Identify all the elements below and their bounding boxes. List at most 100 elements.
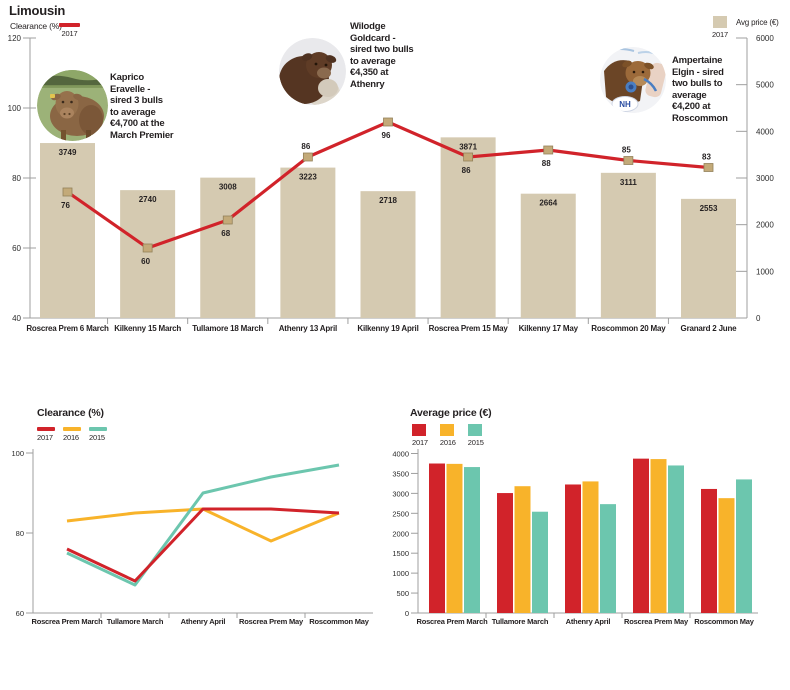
clearance-label: 86 — [301, 142, 310, 151]
main-category-label: Athenry 13 April — [279, 324, 337, 333]
price-chart-legend: 2017 2016 2015 — [412, 424, 484, 447]
yellow-line-swatch — [63, 427, 81, 431]
main-category-label: Roscrea Prem 15 May — [429, 324, 509, 333]
annotation-wilodge — [279, 38, 346, 105]
clearance-label: 85 — [622, 146, 631, 155]
price-bar-2017 — [429, 463, 445, 613]
avg-price-label: 3223 — [299, 173, 317, 182]
avg-price-bar — [120, 190, 176, 318]
main-category-label: Tullamore 18 March — [192, 324, 263, 333]
clearance-category-label: Tullamore March — [107, 617, 164, 626]
clearance-category-label: Athenry April — [181, 617, 226, 626]
clearance-y-tick-label: 80 — [16, 529, 24, 538]
ampertaine-bull-photo: NH — [600, 47, 666, 113]
price-bar-2017 — [701, 488, 717, 613]
nh-badge — [611, 96, 639, 112]
price-category-label: Tullamore March — [492, 617, 549, 626]
clearance-chart-title: Clearance (%) — [37, 407, 104, 419]
teal-line-swatch — [89, 427, 107, 431]
price-bar-2017 — [565, 484, 581, 613]
ear-tag — [50, 94, 55, 98]
clearance-chart-legend: 2017 2016 2015 — [37, 427, 107, 442]
kaprico-bull-photo — [37, 70, 108, 141]
price-bar-2015 — [464, 467, 480, 613]
avg-price-bar — [440, 137, 496, 318]
right-axis-tick-label: 1000 — [756, 267, 774, 276]
clearance-label: 60 — [141, 257, 150, 266]
clearance-2017-swatch — [59, 23, 80, 27]
annotation-line: average — [672, 89, 707, 101]
avg-price-bar — [200, 177, 256, 318]
clearance-marker — [623, 156, 634, 165]
price-y-tick-label: 3000 — [392, 489, 409, 498]
price-y-tick-label: 2500 — [392, 509, 409, 518]
price-category-label: Roscrea Prem May — [624, 617, 689, 626]
annotation-kaprico — [37, 70, 108, 141]
clearance-2017-year: 2017 — [61, 29, 78, 38]
price-bar-2016 — [582, 481, 599, 613]
right-axis-tick-label: 0 — [756, 314, 761, 323]
clearance-label: 88 — [542, 159, 551, 168]
left-axis-tick-label: 100 — [8, 104, 22, 113]
avg-price-label: 2553 — [700, 204, 718, 213]
clearance-marker — [222, 215, 233, 225]
annotation-line: two bulls to — [672, 78, 723, 89]
annotation-line: Ampertaine — [672, 55, 723, 66]
annotation-line: Elgin - sired — [672, 66, 724, 78]
treeline — [37, 75, 108, 86]
clearance-y-tick-label: 100 — [11, 449, 24, 458]
clearance-line-2016 — [66, 507, 340, 543]
yellow-bar-swatch — [439, 424, 454, 436]
avg-price-bar — [520, 193, 576, 318]
main-right-legend: 2017 — [711, 16, 729, 39]
price-bar-2016 — [650, 459, 667, 613]
annotation-line: €4,350 at — [350, 67, 389, 78]
right-axis-tick-label: 4000 — [756, 127, 774, 136]
legend-item-2015: 2015 — [467, 424, 484, 447]
main-category-label: Kilkenny 15 March — [114, 324, 181, 333]
clearance-marker — [142, 243, 153, 253]
legend-item-2015: 2015 — [89, 427, 107, 442]
right-axis-title: Avg price (€) — [736, 18, 779, 27]
avg-price-label: 3749 — [59, 148, 77, 157]
avg-price-bar — [280, 167, 336, 318]
price-chart-title: Average price (€) — [410, 407, 492, 419]
avg-price-label: 2664 — [539, 199, 557, 208]
avg-price-bar — [600, 172, 656, 318]
halter-rope — [643, 77, 658, 92]
annotation-ampertaine: NH — [600, 47, 666, 113]
clearance-label: 68 — [221, 229, 230, 238]
nh-badge-text: NH — [619, 100, 631, 109]
price-bar-2016 — [514, 486, 531, 613]
annotation-line: sired 3 bulls — [110, 95, 163, 106]
annotation-line: Goldcard - — [350, 32, 396, 44]
clearance-label: 83 — [702, 153, 711, 162]
price-y-tick-label: 3500 — [392, 469, 409, 478]
annotation-ampertaine-text: Ampertaine Elgin - sired two bulls to avera… — [672, 55, 738, 124]
main-category-label: Roscommon 20 May — [591, 324, 666, 333]
avg-price-label: 3871 — [459, 142, 477, 151]
annotation-line: Athenry — [350, 78, 385, 90]
price-y-tick-label: 1500 — [392, 549, 409, 558]
price-y-tick-label: 0 — [405, 609, 409, 618]
left-axis-title: Clearance (%) — [10, 21, 62, 31]
left-axis-tick-label: 120 — [8, 34, 22, 43]
annotation-wilodge-text: Wilodge Goldcard - sired two bulls to avera… — [350, 21, 430, 90]
price-y-tick-label: 1000 — [392, 569, 409, 578]
legend-item-2017: 2017 — [37, 427, 55, 442]
right-axis-tick-label: 3000 — [756, 174, 774, 183]
clearance-marker — [703, 163, 714, 172]
left-axis-tick-label: 80 — [12, 174, 21, 183]
clearance-line-2017 — [66, 507, 340, 583]
left-axis-tick-label: 60 — [12, 244, 21, 253]
left-axis-tick-label: 40 — [12, 314, 21, 323]
annotation-line: sired two bulls — [350, 44, 414, 55]
avg-price-label: 2740 — [139, 195, 157, 204]
avg-price-label: 3008 — [219, 183, 237, 192]
annotation-line: to average — [350, 55, 396, 67]
price-bar-2016 — [718, 498, 735, 613]
avg-price-bar — [681, 198, 736, 318]
wilodge-bull-photo — [279, 38, 346, 105]
main-category-label: Kilkenny 17 May — [519, 324, 579, 333]
price-category-label: Roscrea Prem March — [416, 617, 488, 626]
